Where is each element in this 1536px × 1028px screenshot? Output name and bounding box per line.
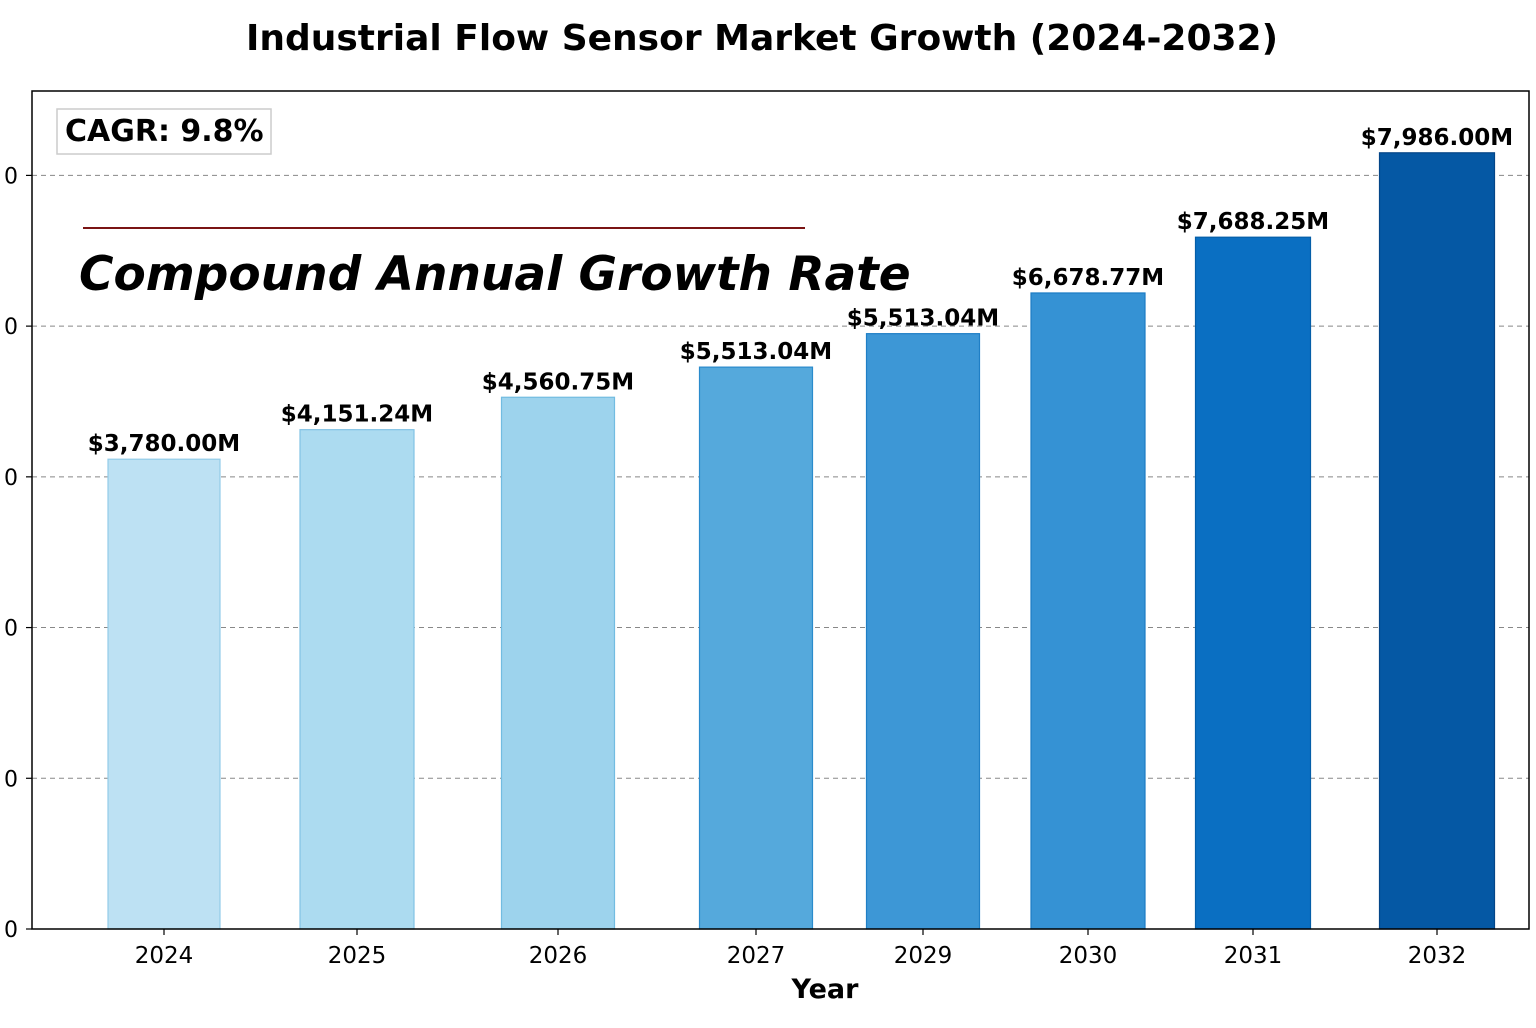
bar-value-label: $7,986.00M: [1361, 125, 1513, 151]
bar-2025: [299, 429, 415, 930]
y-tick-label: 0: [4, 466, 18, 491]
y-tick-label: 0: [4, 918, 18, 943]
bar-2026: [500, 396, 616, 930]
cagr-label: CAGR: 9.8%: [65, 114, 264, 149]
bar-value-label: $3,780.00M: [88, 431, 240, 457]
y-tick-label: 0: [4, 164, 18, 189]
bar-2024: [107, 458, 221, 930]
cagr-box-frame: [56, 108, 272, 155]
bar-value-label: $5,513.04M: [847, 306, 999, 332]
bar-2032: [1378, 152, 1496, 930]
x-tick-label: 2029: [894, 943, 953, 969]
bar-value-label: $7,688.25M: [1177, 209, 1329, 235]
x-axis-label: Year: [791, 974, 860, 1005]
bar-2029: [865, 333, 981, 930]
chart-title: Industrial Flow Sensor Market Growth (20…: [246, 18, 1278, 59]
x-tick-label: 2024: [135, 943, 194, 969]
y-tick-label: 0: [4, 617, 18, 642]
plot-frame: [31, 90, 1530, 930]
x-tick-label: 2032: [1408, 943, 1467, 969]
bar-value-label: $5,513.04M: [680, 339, 832, 365]
x-tick-label: 2030: [1059, 943, 1118, 969]
x-tick-label: 2025: [328, 943, 387, 969]
overlay-text: Compound Annual Growth Rate: [79, 247, 911, 302]
bar-2027: [698, 366, 814, 930]
bar-2030: [1030, 292, 1146, 930]
bar-value-label: $6,678.77M: [1012, 265, 1164, 291]
cagr-box: CAGR: 9.8%: [56, 108, 272, 155]
y-tick-label: 0: [4, 767, 18, 792]
y-axis-ticks: 0 0 0 0 0 0: [4, 164, 32, 943]
bar-value-labels: $3,780.00M $4,151.24M $4,560.75M $5,513.04M…: [88, 125, 1513, 457]
bar-value-label: $4,560.75M: [482, 369, 634, 395]
x-tick-label: 2031: [1224, 943, 1283, 969]
x-tick-label: 2027: [727, 943, 786, 969]
x-axis-ticks: 2024 2025 2026 2027 2029 2030 2031 2032: [135, 929, 1467, 969]
bars: [107, 152, 1496, 930]
x-tick-label: 2026: [529, 943, 588, 969]
bar-value-label: $4,151.24M: [281, 402, 433, 428]
bar-2031: [1194, 236, 1312, 930]
y-tick-label: 0: [4, 315, 18, 340]
